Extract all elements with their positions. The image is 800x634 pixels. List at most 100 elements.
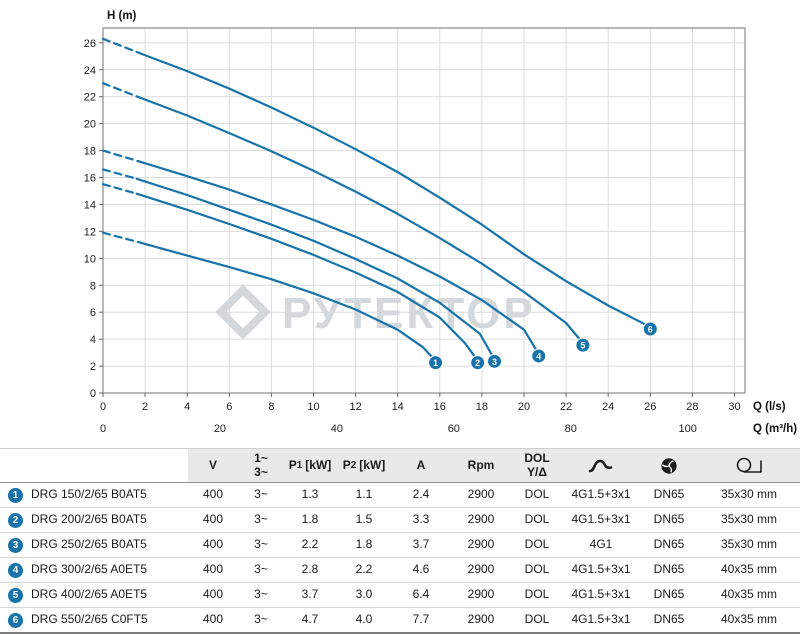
curve-number-badge: 2	[8, 512, 23, 528]
header-phase: 1~ 3~	[238, 449, 284, 482]
axis-titles: H (m) Q (l/s) Q (m³/h)	[107, 10, 797, 435]
table-row: 4 DRG 300/2/65 A0ET5 400 3~ 2.8 2.2 4.6 …	[0, 558, 800, 583]
voltage-cell: 400	[202, 537, 224, 552]
free-passage-cell: 35x30 mm	[720, 512, 778, 527]
impeller-icon	[661, 457, 677, 474]
header-p2-unit: [kW]	[359, 457, 386, 472]
svg-text:2: 2	[90, 361, 96, 373]
cable-cell: 4G1.5+3x1	[571, 487, 631, 502]
discharge-cell: DN65	[653, 562, 685, 577]
amps-cell: 4.6	[412, 562, 430, 577]
p1-cell: 2.2	[301, 537, 319, 552]
svg-text:4: 4	[536, 351, 541, 361]
svg-text:6: 6	[648, 325, 653, 335]
voltage-cell: 400	[202, 612, 224, 627]
svg-text:0: 0	[100, 423, 106, 435]
free-passage-icon	[736, 457, 762, 473]
svg-text:0: 0	[90, 388, 96, 400]
model-cell: 2 DRG 200/2/65 B0AT5	[0, 512, 188, 528]
phase-cell: 3~	[254, 487, 268, 502]
rpm-cell: 2900	[467, 562, 495, 577]
p1-cell: 3.7	[301, 587, 319, 602]
curve-endpoint-marker-4: 4	[531, 348, 547, 364]
phase-cell: 3~	[254, 612, 268, 627]
starting-cell: DOL	[524, 587, 550, 602]
voltage-cell: 400	[202, 512, 224, 527]
header-discharge	[640, 449, 698, 482]
header-free-passage	[698, 449, 800, 482]
header-rpm-label: Rpm	[467, 457, 495, 472]
svg-text:28: 28	[686, 401, 698, 413]
svg-text:22: 22	[560, 401, 572, 413]
x-axis-title-ls: Q (l/s)	[753, 401, 786, 413]
cable-cell: 4G1	[589, 537, 613, 552]
curve-number-badge: 1	[8, 487, 23, 503]
cable-cell: 4G1.5+3x1	[571, 587, 631, 602]
cable-cell: 4G1.5+3x1	[571, 612, 631, 627]
amps-cell: 6.4	[412, 587, 430, 602]
amps-cell: 2.4	[412, 487, 430, 502]
cable-icon	[588, 459, 613, 472]
table-row: 3 DRG 250/2/65 B0AT5 400 3~ 2.2 1.8 3.7 …	[0, 533, 800, 558]
free-passage-cell: 40x35 mm	[720, 612, 778, 627]
header-voltage-label: V	[208, 457, 217, 472]
model-cell: 1 DRG 150/2/65 B0AT5	[0, 487, 188, 503]
header-dol-label: DOL	[524, 451, 550, 466]
model-cell: 4 DRG 300/2/65 A0ET5	[0, 562, 188, 578]
voltage-cell: 400	[202, 562, 224, 577]
header-cable	[562, 449, 640, 482]
svg-text:8: 8	[268, 401, 274, 413]
amps-cell: 7.7	[412, 612, 430, 627]
header-phase-1: 1~	[254, 451, 268, 466]
phase-cell: 3~	[254, 512, 268, 527]
table-row: 5 DRG 400/2/65 A0ET5 400 3~ 3.7 3.0 6.4 …	[0, 583, 800, 608]
svg-text:24: 24	[84, 65, 96, 77]
svg-text:20: 20	[518, 401, 530, 413]
free-passage-cell: 40x35 mm	[720, 587, 778, 602]
curve-endpoint-marker-2: 2	[470, 355, 486, 371]
svg-text:1: 1	[433, 358, 438, 368]
watermark: РУТЕКТОР	[215, 284, 533, 340]
svg-text:2: 2	[475, 358, 480, 368]
amps-cell: 3.3	[412, 512, 430, 527]
svg-text:0: 0	[100, 401, 106, 413]
svg-text:14: 14	[392, 401, 404, 413]
header-p2-sub: 2	[350, 460, 357, 471]
svg-text:4: 4	[184, 401, 190, 413]
starting-cell: DOL	[524, 537, 550, 552]
model-name: DRG 300/2/65 A0ET5	[31, 562, 148, 577]
header-p2: P 2 [kW]	[336, 449, 392, 482]
phase-cell: 3~	[254, 537, 268, 552]
voltage-cell: 400	[202, 487, 224, 502]
discharge-cell: DN65	[653, 537, 685, 552]
x-axis-title-m3h: Q (m³/h)	[753, 423, 797, 435]
svg-text:12: 12	[84, 226, 96, 238]
svg-text:6: 6	[90, 307, 96, 319]
pump-performance-chart: РУТЕКТОР 1 2 3 4 5 6 0 2 4 6 8 10 12 14 16 18 20 22 24 26 0 2 4…	[84, 10, 797, 435]
curve-endpoint-marker-3: 3	[487, 353, 503, 369]
header-p1-unit: [kW]	[305, 457, 332, 472]
p1-cell: 4.7	[301, 612, 319, 627]
curve-endpoint-marker-1: 1	[428, 355, 444, 371]
svg-text:26: 26	[84, 38, 96, 50]
curve-number-badge: 3	[8, 537, 23, 553]
discharge-cell: DN65	[653, 587, 685, 602]
header-voltage: V	[188, 449, 238, 482]
svg-text:10: 10	[84, 253, 96, 265]
header-p1: P 1 [kW]	[284, 449, 336, 482]
svg-text:12: 12	[349, 401, 361, 413]
rpm-cell: 2900	[467, 512, 495, 527]
curve-endpoint-marker-6: 6	[642, 321, 658, 337]
header-star-delta-label: Y/Δ	[527, 464, 547, 479]
svg-text:3: 3	[492, 357, 497, 367]
amps-cell: 3.7	[412, 537, 430, 552]
svg-text:20: 20	[84, 119, 96, 131]
axis-ticks	[99, 42, 735, 397]
plot-border	[102, 27, 746, 394]
svg-text:26: 26	[644, 401, 656, 413]
gridlines	[103, 28, 745, 393]
pump-curve-1	[101, 231, 437, 362]
p2-cell: 4.0	[355, 612, 373, 627]
table-row: 1 DRG 150/2/65 B0AT5 400 3~ 1.3 1.1 2.4 …	[0, 483, 800, 508]
model-cell: 3 DRG 250/2/65 B0AT5	[0, 537, 188, 553]
